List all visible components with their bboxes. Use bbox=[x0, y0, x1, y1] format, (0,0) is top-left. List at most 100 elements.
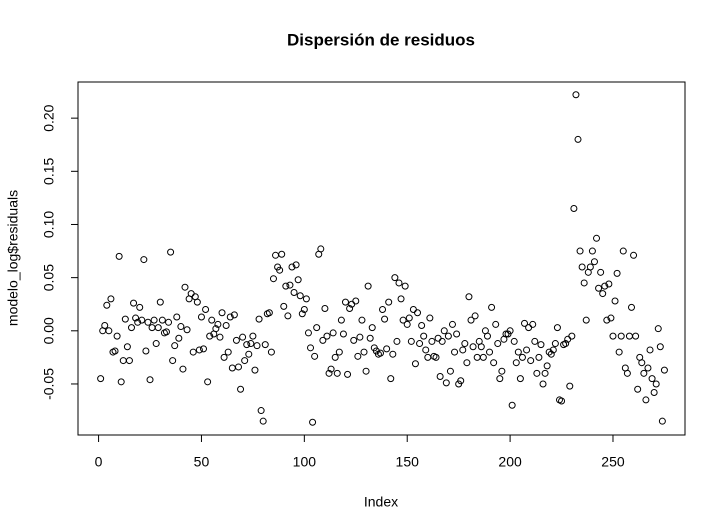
point bbox=[599, 290, 607, 298]
y-tick-label: 0.05 bbox=[41, 264, 57, 291]
point bbox=[216, 333, 224, 341]
point bbox=[280, 302, 288, 310]
point bbox=[420, 332, 428, 340]
point bbox=[385, 298, 393, 306]
point bbox=[234, 363, 242, 371]
point bbox=[582, 316, 590, 324]
point bbox=[241, 357, 249, 365]
point bbox=[177, 323, 185, 331]
point bbox=[440, 327, 448, 335]
point bbox=[138, 316, 146, 324]
point bbox=[623, 369, 631, 377]
point bbox=[321, 304, 329, 312]
point bbox=[125, 357, 133, 365]
point bbox=[401, 282, 409, 290]
point bbox=[451, 348, 459, 356]
point bbox=[490, 359, 498, 367]
point bbox=[358, 316, 366, 324]
point bbox=[130, 299, 138, 307]
point bbox=[539, 380, 547, 388]
point bbox=[512, 359, 520, 367]
point bbox=[465, 293, 473, 301]
point bbox=[331, 353, 339, 361]
point bbox=[352, 297, 360, 305]
point bbox=[376, 349, 384, 357]
point bbox=[383, 345, 391, 353]
point bbox=[518, 353, 526, 361]
point bbox=[529, 320, 537, 328]
point bbox=[193, 298, 201, 306]
point bbox=[379, 306, 387, 314]
point bbox=[341, 298, 349, 306]
point bbox=[245, 350, 253, 358]
point bbox=[214, 320, 222, 328]
point bbox=[335, 348, 343, 356]
point bbox=[337, 316, 345, 324]
point bbox=[107, 295, 115, 303]
point bbox=[613, 269, 621, 277]
point bbox=[457, 377, 465, 385]
point bbox=[628, 303, 636, 311]
point bbox=[237, 385, 245, 393]
point bbox=[259, 417, 267, 425]
point bbox=[265, 309, 273, 317]
point bbox=[607, 314, 615, 322]
point bbox=[572, 91, 580, 99]
point bbox=[467, 316, 475, 324]
point bbox=[282, 282, 290, 290]
point bbox=[399, 316, 407, 324]
chart-title: Dispersión de residuos bbox=[287, 30, 475, 49]
point bbox=[477, 343, 485, 351]
point bbox=[438, 337, 446, 345]
point bbox=[307, 344, 315, 352]
point bbox=[644, 364, 652, 372]
point bbox=[483, 332, 491, 340]
point bbox=[247, 340, 255, 348]
x-tick-label: 200 bbox=[498, 454, 522, 470]
point bbox=[317, 245, 325, 253]
point bbox=[162, 328, 170, 336]
point bbox=[588, 247, 596, 255]
point bbox=[206, 332, 214, 340]
point bbox=[302, 295, 310, 303]
point bbox=[158, 316, 166, 324]
point bbox=[658, 417, 666, 425]
point bbox=[553, 324, 561, 332]
point bbox=[389, 350, 397, 358]
point bbox=[142, 347, 150, 355]
point bbox=[597, 268, 605, 276]
y-tick-label: 0.20 bbox=[41, 104, 57, 131]
point bbox=[531, 337, 539, 345]
point bbox=[298, 310, 306, 318]
point bbox=[595, 284, 603, 292]
point bbox=[154, 324, 162, 332]
point bbox=[516, 375, 524, 383]
point bbox=[253, 342, 261, 350]
point bbox=[319, 336, 327, 344]
y-tick-label: 0.00 bbox=[41, 317, 57, 344]
point bbox=[132, 314, 140, 322]
point bbox=[506, 327, 514, 335]
point bbox=[646, 346, 654, 354]
point bbox=[249, 332, 257, 340]
point bbox=[362, 367, 370, 375]
point bbox=[617, 332, 625, 340]
point bbox=[344, 370, 352, 378]
point bbox=[113, 332, 121, 340]
point bbox=[574, 135, 582, 143]
x-tick-label: 50 bbox=[194, 454, 210, 470]
point bbox=[171, 342, 179, 350]
point bbox=[654, 325, 662, 333]
point bbox=[630, 251, 638, 259]
point bbox=[101, 321, 109, 329]
point bbox=[204, 378, 212, 386]
point bbox=[179, 365, 187, 373]
point bbox=[146, 376, 154, 384]
point bbox=[492, 320, 500, 328]
point bbox=[387, 375, 395, 383]
point bbox=[479, 353, 487, 361]
point bbox=[212, 325, 220, 333]
point bbox=[313, 324, 321, 332]
point bbox=[527, 357, 535, 365]
